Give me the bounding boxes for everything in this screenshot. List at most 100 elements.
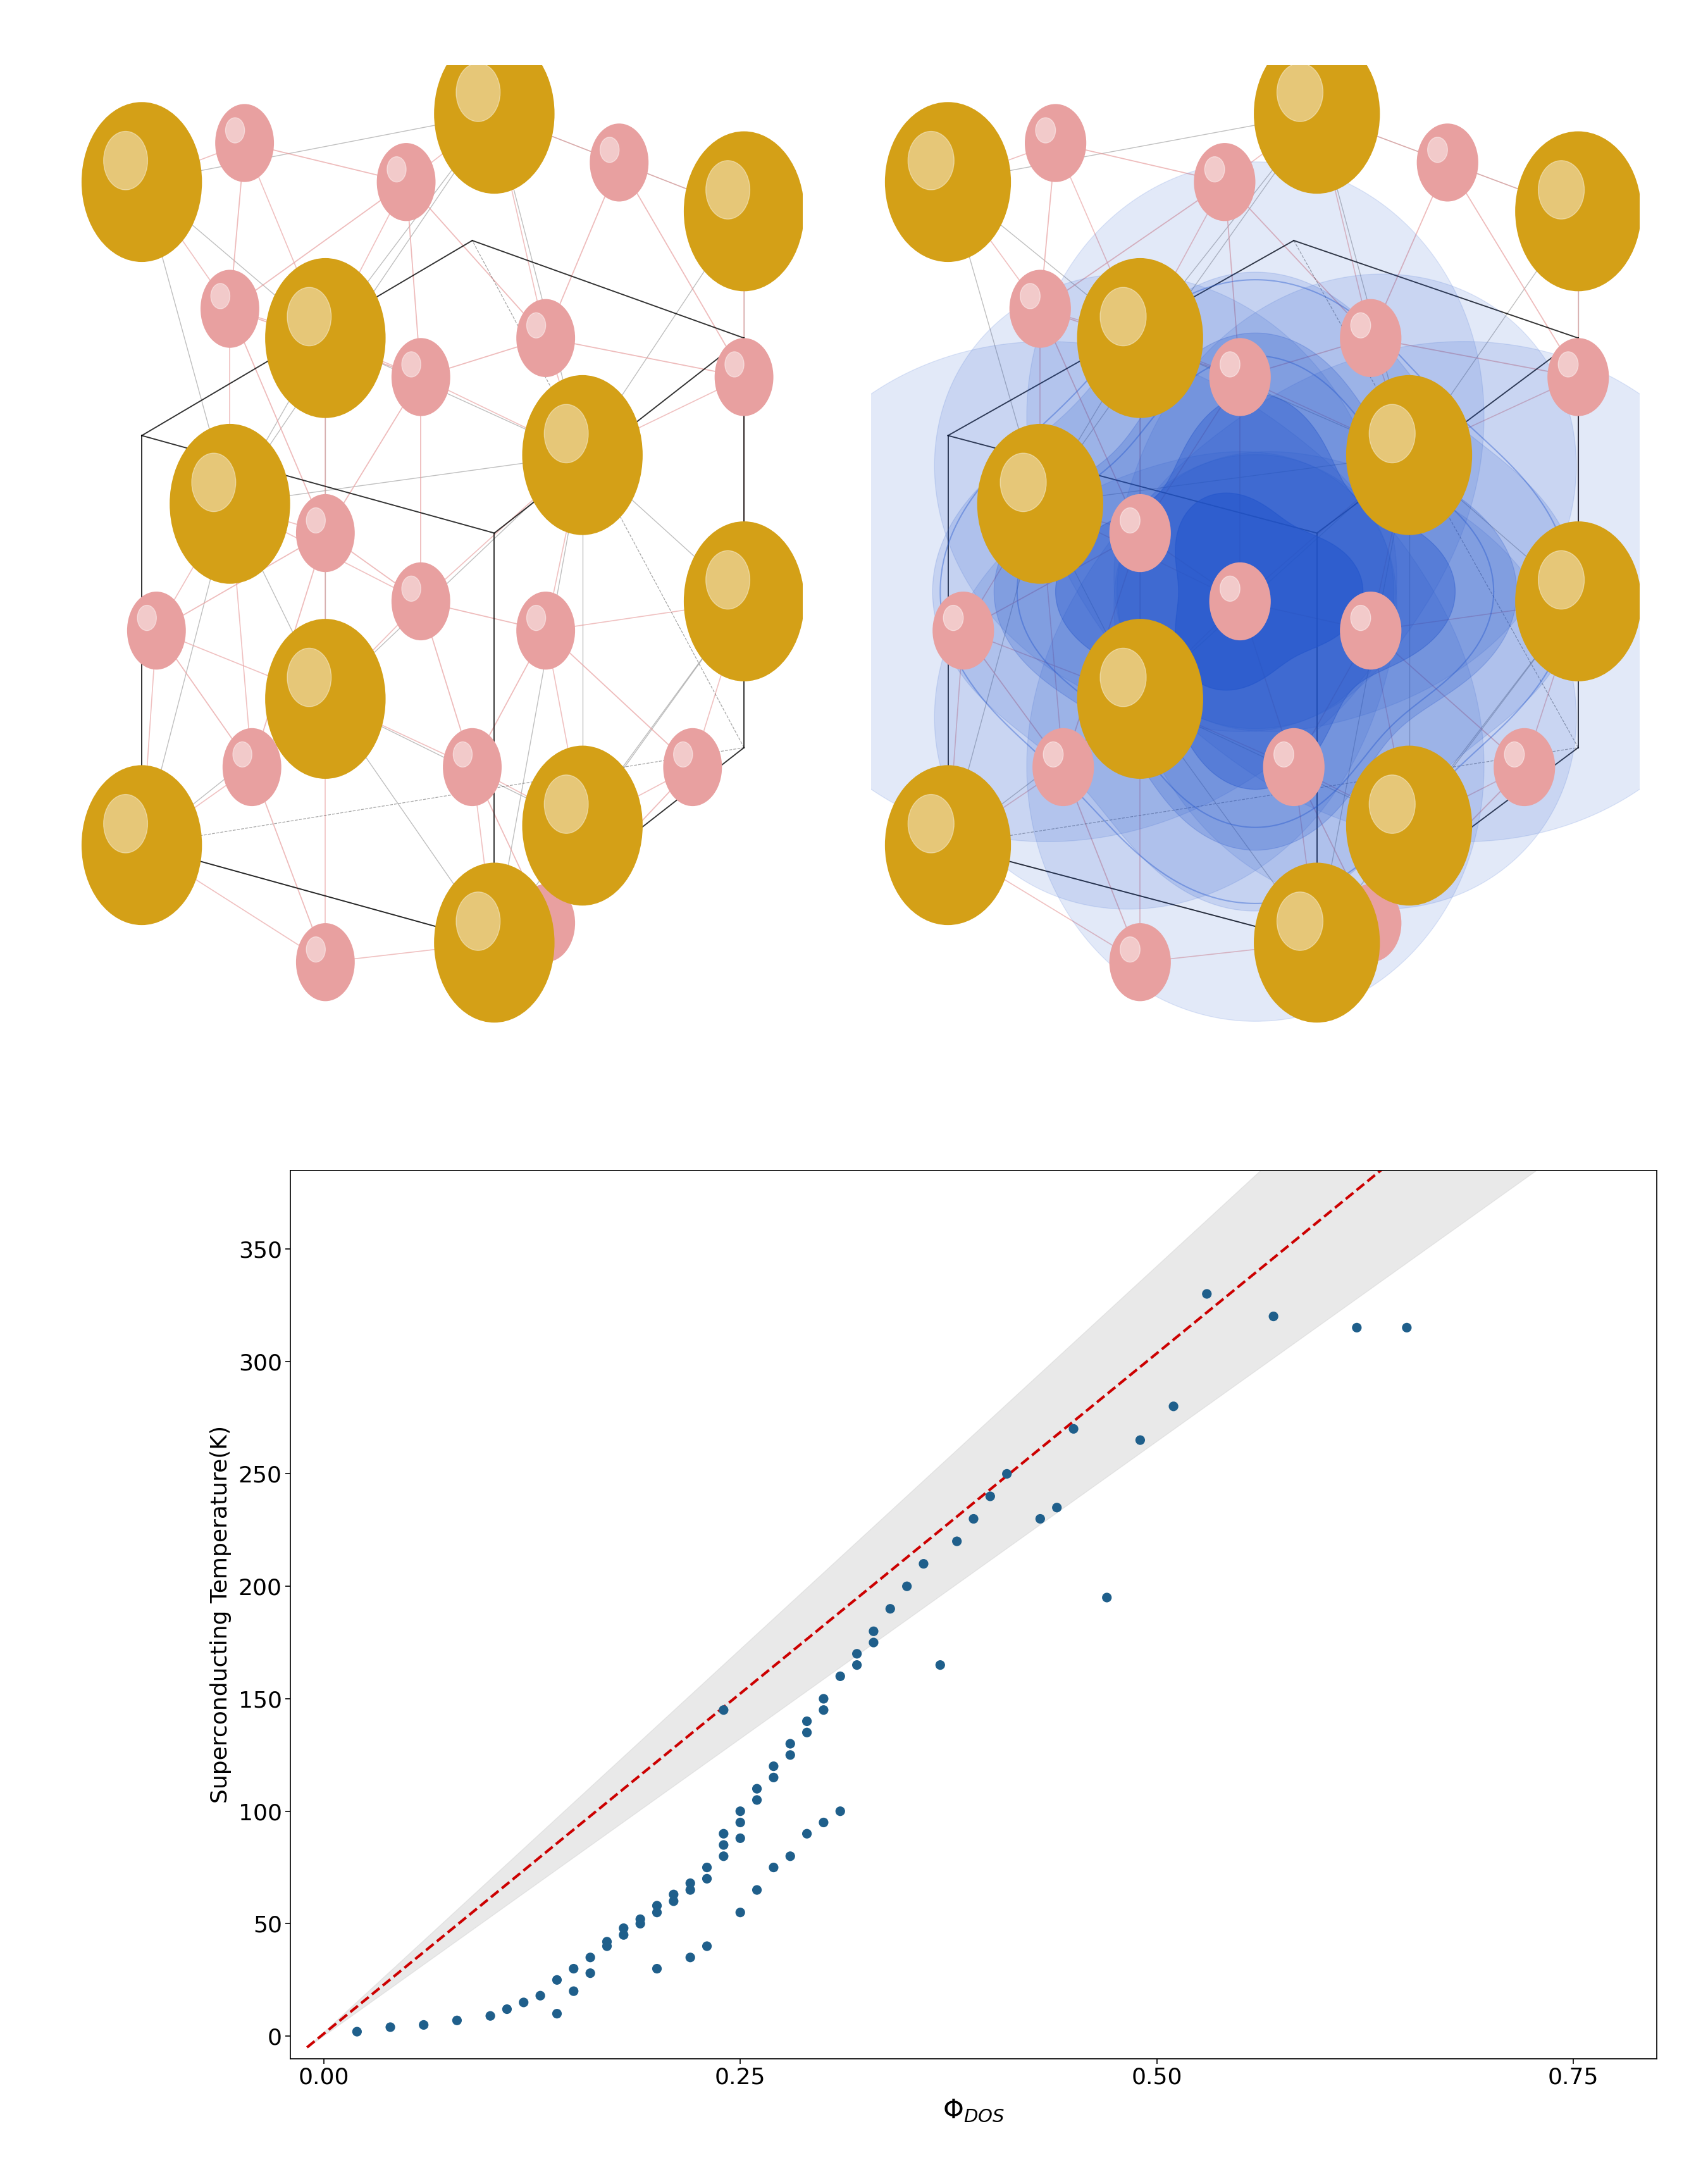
Point bbox=[793, 1714, 820, 1749]
Circle shape bbox=[1078, 620, 1202, 778]
Circle shape bbox=[1100, 648, 1146, 706]
Circle shape bbox=[1346, 745, 1472, 906]
Circle shape bbox=[1025, 104, 1086, 182]
Point bbox=[494, 1991, 521, 2026]
Circle shape bbox=[1547, 338, 1609, 416]
Circle shape bbox=[526, 312, 547, 338]
Point bbox=[711, 1692, 738, 1727]
Point bbox=[893, 1569, 921, 1604]
Point bbox=[760, 1760, 787, 1794]
Circle shape bbox=[401, 351, 420, 377]
Circle shape bbox=[265, 620, 386, 778]
Circle shape bbox=[265, 258, 386, 418]
Circle shape bbox=[1339, 592, 1401, 670]
Circle shape bbox=[232, 741, 253, 767]
X-axis label: $\Phi_{DOS}$: $\Phi_{DOS}$ bbox=[943, 2098, 1004, 2124]
Point bbox=[777, 1727, 804, 1762]
Circle shape bbox=[1001, 453, 1047, 511]
Circle shape bbox=[222, 728, 282, 806]
Circle shape bbox=[456, 893, 500, 951]
Circle shape bbox=[401, 576, 420, 600]
Point bbox=[827, 1794, 854, 1829]
Circle shape bbox=[442, 728, 502, 806]
Point bbox=[810, 1805, 837, 1840]
Circle shape bbox=[885, 765, 1011, 925]
Point bbox=[627, 1907, 654, 1942]
Circle shape bbox=[1274, 741, 1295, 767]
Point bbox=[343, 2015, 371, 2050]
Point bbox=[1342, 1311, 1370, 1346]
Point bbox=[1027, 1502, 1054, 1536]
Circle shape bbox=[1418, 124, 1477, 202]
Circle shape bbox=[1370, 776, 1416, 834]
Circle shape bbox=[1209, 338, 1271, 416]
Circle shape bbox=[1264, 728, 1325, 806]
Polygon shape bbox=[1114, 451, 1576, 910]
Circle shape bbox=[1044, 741, 1062, 767]
Circle shape bbox=[1220, 576, 1240, 600]
Point bbox=[994, 1456, 1021, 1491]
Circle shape bbox=[943, 605, 963, 631]
Point bbox=[726, 1896, 753, 1931]
Point bbox=[560, 1974, 588, 2009]
Circle shape bbox=[1194, 143, 1255, 221]
Circle shape bbox=[295, 494, 355, 572]
Circle shape bbox=[391, 338, 451, 416]
Point bbox=[644, 1896, 671, 1931]
Point bbox=[711, 1827, 738, 1861]
Point bbox=[726, 1820, 753, 1855]
Point bbox=[777, 1738, 804, 1773]
Circle shape bbox=[1032, 728, 1095, 806]
Circle shape bbox=[191, 453, 236, 511]
Circle shape bbox=[589, 124, 649, 202]
Point bbox=[726, 1794, 753, 1829]
Point bbox=[793, 1816, 820, 1851]
Circle shape bbox=[1515, 522, 1641, 680]
Point bbox=[1044, 1491, 1071, 1526]
Circle shape bbox=[683, 522, 804, 680]
Circle shape bbox=[1346, 375, 1472, 535]
Point bbox=[593, 1929, 620, 1963]
Circle shape bbox=[545, 776, 588, 834]
Circle shape bbox=[434, 35, 555, 193]
Circle shape bbox=[306, 507, 325, 533]
Circle shape bbox=[1493, 728, 1556, 806]
Circle shape bbox=[705, 160, 750, 219]
Point bbox=[693, 1861, 721, 1896]
Circle shape bbox=[287, 288, 331, 347]
Point bbox=[511, 1985, 538, 2020]
Circle shape bbox=[909, 795, 955, 854]
Circle shape bbox=[104, 132, 147, 191]
Circle shape bbox=[210, 284, 231, 308]
Polygon shape bbox=[934, 451, 1397, 910]
Circle shape bbox=[306, 936, 325, 962]
Circle shape bbox=[523, 375, 642, 535]
Circle shape bbox=[1209, 561, 1271, 641]
Circle shape bbox=[516, 592, 576, 670]
Point bbox=[477, 1998, 504, 2033]
Point bbox=[543, 1963, 570, 1998]
Circle shape bbox=[137, 605, 157, 631]
Circle shape bbox=[1339, 299, 1401, 377]
Circle shape bbox=[516, 299, 576, 377]
Polygon shape bbox=[1056, 394, 1455, 789]
Circle shape bbox=[724, 351, 745, 377]
Point bbox=[644, 1887, 671, 1922]
Point bbox=[644, 1950, 671, 1985]
Circle shape bbox=[1009, 269, 1071, 347]
Point bbox=[1093, 1580, 1120, 1614]
Circle shape bbox=[1110, 494, 1170, 572]
Point bbox=[676, 1872, 704, 1907]
Circle shape bbox=[126, 592, 186, 670]
Circle shape bbox=[1078, 258, 1202, 418]
Point bbox=[960, 1502, 987, 1536]
Point bbox=[1061, 1411, 1088, 1445]
Circle shape bbox=[287, 648, 331, 706]
Point bbox=[444, 2002, 471, 2037]
Circle shape bbox=[1035, 117, 1056, 143]
Polygon shape bbox=[1117, 342, 1708, 841]
Circle shape bbox=[1204, 156, 1225, 182]
Point bbox=[577, 1939, 605, 1974]
Circle shape bbox=[933, 592, 994, 670]
Circle shape bbox=[391, 561, 451, 641]
